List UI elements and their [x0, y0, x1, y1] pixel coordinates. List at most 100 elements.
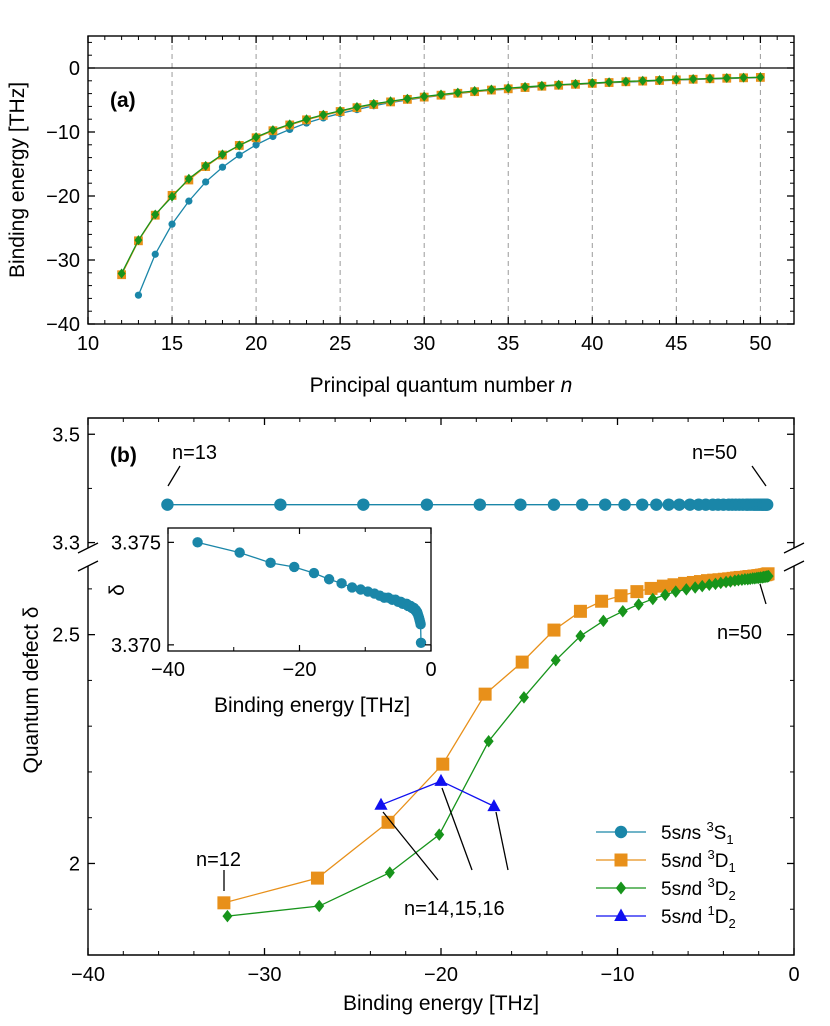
panel-a-point-D2-n23: [302, 114, 311, 125]
legend-label-D2b: 5snd 1D2: [661, 903, 736, 931]
panel-b-ylabel: Quantum defect δ: [20, 607, 43, 774]
panel-a-point-D2-n12: [117, 268, 126, 279]
panel-a-point-S1-n20: [252, 141, 260, 149]
panel-a-ytick-label: −30: [46, 250, 80, 272]
legend-marker-D2: [615, 881, 627, 895]
inset-point-S1-0: [192, 537, 203, 548]
panel-b-point-D2-1: [314, 899, 325, 913]
panel-b-xtick-label: −20: [424, 964, 458, 986]
panel-b-point-D1-2: [381, 815, 395, 829]
panel-b-point-S1-6: [547, 498, 561, 511]
annotations: n=13 n=50 n=50 n=12 n=14,15,16: [167, 442, 767, 920]
panel-a-xtick-label: 45: [665, 333, 687, 355]
panel-a-xtick-label: 10: [77, 333, 99, 355]
inset-point-S1-6: [336, 578, 347, 589]
panel-b-point-D2-8: [598, 614, 609, 628]
panel-b-point-D2-2: [384, 866, 395, 879]
panel-b-ytick-label-upper: 3.5: [52, 424, 80, 446]
panel-b-point-S1-11: [650, 498, 663, 511]
panel-a-point-D2-n49: [739, 72, 748, 83]
annot-n16-leader: [495, 811, 509, 871]
legend-entry-D2: 5snd 3D2: [596, 875, 736, 903]
panel-a-ytick-label: 0: [69, 58, 80, 80]
panel-b-point-D2-4: [483, 735, 494, 748]
panel-a-point-S1-n16: [185, 197, 193, 205]
panel-b-ytick-label-upper: 3.3: [52, 533, 80, 555]
panel-b-point-D2-5: [518, 691, 529, 704]
panel-b-lower-series: [217, 567, 775, 923]
panel-b-point-S1-37: [760, 498, 774, 511]
inset-xtick-label: −40: [151, 659, 185, 681]
panel-a-point-D2-n20: [252, 132, 261, 143]
panel-a-point-D2-n32: [453, 87, 462, 98]
panel-a-point-D2-n39: [571, 78, 580, 89]
legend-marker-S1: [614, 825, 628, 839]
panel-b-point-D2-12: [660, 588, 671, 602]
legend-marker-D1: [614, 853, 628, 867]
panel-a-point-D2-n28: [386, 96, 395, 107]
panel-b-point-D2-38: [763, 569, 774, 583]
panel-a-point-D2-n24: [319, 109, 328, 120]
panel-b-ytick-label-lower: 2.5: [52, 625, 80, 647]
panel-a-xtick-label: 30: [413, 333, 435, 355]
panel-a-point-D2-n13: [134, 235, 143, 246]
axis-break-left-2: [77, 560, 99, 572]
panel-a-line-D1: [121, 76, 761, 276]
panel-b-point-D1-4: [478, 687, 492, 701]
panel-b-point-S1-0: [161, 498, 174, 511]
panel-a-point-S1-n13: [134, 291, 143, 299]
panel-b-point-D2-15: [690, 581, 701, 594]
panel-b-point-S1-8: [598, 498, 612, 511]
panel-b-point-D2b-1: [434, 773, 448, 786]
panel-a-point-D2-n38: [554, 79, 563, 90]
inset-series: [192, 537, 427, 648]
panel-a-point-D2-n35: [504, 83, 513, 94]
panel-b-point-D2-10: [633, 598, 644, 611]
legend-entry-D1: 5snd 3D1: [596, 847, 736, 875]
inset-point-S1-4: [308, 567, 320, 579]
panel-b-point-S1-14: [683, 498, 697, 511]
annot-n15-leader: [441, 787, 473, 871]
panel-b-point-D2-14: [681, 583, 692, 596]
panel-a-point-D2-n34: [487, 84, 496, 95]
panel-a-point-D2-n47: [705, 73, 714, 84]
panel-a-frame: [87, 35, 795, 325]
panel-b-point-D2-9: [617, 605, 628, 618]
panel-a-line-S1: [137, 77, 761, 296]
annot-n12: n=12: [196, 849, 241, 871]
panel-b-point-D1-9: [614, 589, 628, 603]
inset-ytick-label: 3.370: [111, 635, 161, 657]
panel-a-ytick-label: −20: [46, 186, 80, 208]
panel-a: 10 15 20 25 30 35 40 45 50 0 −10 −20 −30 −40 (a) Prin…: [6, 35, 795, 397]
panel-b-xlabel: Binding energy [THz]: [343, 992, 539, 1015]
panel-b-point-S1-3: [420, 498, 434, 511]
inset-background: [168, 528, 431, 651]
panel-a-point-D2-n37: [537, 80, 546, 91]
panel-a-point-D2-n43: [638, 75, 647, 86]
panel-b-point-S1-5: [514, 498, 527, 511]
panel-b-xtick-label: 0: [788, 964, 799, 986]
panel-b-point-S1-1: [274, 498, 287, 511]
panel-b-point-D1-1: [310, 871, 324, 885]
panel-a-ytick-label: −40: [46, 314, 80, 336]
panel-a-point-D2-n50: [756, 72, 765, 83]
inset-ylabel: δ: [106, 584, 129, 596]
panel-b-point-D1-12: [656, 579, 670, 593]
panel-a-point-D2-n48: [722, 73, 731, 84]
panel-b-point-D1-5: [515, 655, 529, 669]
panel-b: −40 −30 −20 −10 0 3.5 3.3 2.5 2 (b) Binding ener…: [20, 417, 805, 1015]
panel-b-xtick-label: −40: [71, 964, 105, 986]
panel-b-point-D2-13: [670, 585, 681, 598]
axis-break-left-1: [77, 542, 99, 554]
panel-a-series: [117, 72, 765, 299]
panel-b-point-S1-2: [357, 498, 370, 511]
legend-entry-S1: 5sns 3S1: [596, 819, 734, 847]
panel-b-point-D1-0: [217, 896, 231, 910]
panel-b-point-D2-3: [434, 828, 445, 841]
panel-a-xlabel: Principal quantum number n: [310, 374, 573, 397]
panel-b-point-D2-16: [697, 579, 708, 593]
panel-b-point-D1-11: [644, 581, 658, 595]
legend-marker-D2b: [614, 908, 628, 921]
